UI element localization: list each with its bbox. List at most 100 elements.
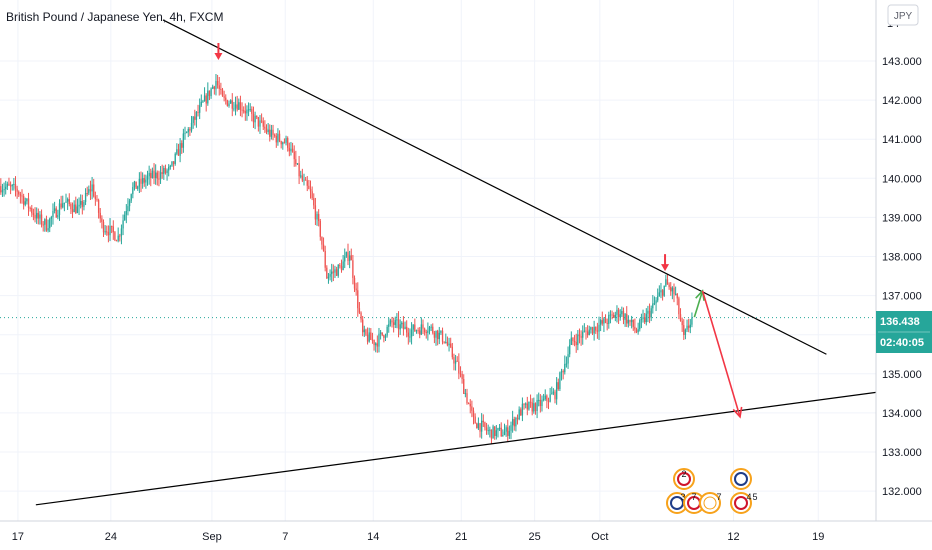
candlestick-series[interactable]	[0, 73, 693, 445]
candle-body	[507, 427, 509, 436]
candle-body	[19, 194, 22, 196]
candle-body	[202, 101, 204, 103]
candle-body	[203, 95, 206, 102]
candle-body	[419, 330, 421, 335]
event-icon-inner	[703, 496, 717, 510]
candle-body	[453, 357, 455, 364]
candle-body	[249, 109, 251, 111]
candle-body	[11, 185, 13, 187]
candle-body	[670, 287, 672, 292]
candle-body	[632, 319, 634, 327]
candle-body	[60, 203, 62, 208]
candle-body	[657, 296, 659, 301]
candle-body	[407, 332, 409, 337]
candle-body	[114, 232, 116, 241]
candle-body	[440, 330, 442, 333]
candle-body	[604, 318, 607, 323]
candle-body	[432, 326, 434, 333]
candle-body	[335, 269, 338, 276]
event-icon[interactable]: 4 5	[730, 492, 758, 514]
candle-body	[417, 330, 419, 332]
event-icon[interactable]	[730, 468, 752, 490]
price-axis-panel[interactable]	[876, 0, 932, 521]
grid-lines	[0, 0, 876, 521]
candle-body	[629, 319, 631, 323]
projection-down-arrow[interactable]	[701, 290, 741, 418]
candle-body	[109, 225, 111, 236]
candle-body	[365, 329, 367, 335]
candle-body	[616, 309, 618, 315]
candle-body	[137, 186, 139, 189]
candle-body	[80, 200, 82, 205]
candle-body	[511, 419, 514, 426]
candle-body	[529, 401, 532, 403]
candle-body	[262, 121, 264, 127]
candle-body	[650, 308, 652, 318]
candle-body	[62, 203, 64, 208]
candle-body	[366, 334, 369, 342]
candle-body	[318, 214, 320, 222]
support-trendline[interactable]	[35, 390, 884, 506]
candle-body	[502, 435, 504, 437]
candle-body	[370, 332, 372, 340]
candle-body	[53, 208, 56, 212]
event-icon[interactable]: 3	[666, 492, 688, 514]
candle-body	[115, 240, 118, 242]
candle-body	[285, 138, 287, 143]
candle-body	[319, 221, 321, 237]
candle-body	[199, 105, 201, 113]
candle-body	[345, 252, 348, 257]
symbol-title[interactable]: British Pound / Japanese Yen, 4h, FXCM	[6, 10, 223, 24]
candle-body	[189, 128, 191, 131]
candle-body	[463, 379, 465, 394]
resistance-trendline[interactable]	[162, 19, 827, 355]
currency-badge[interactable]: JPY	[887, 4, 919, 26]
candle-body	[425, 332, 427, 334]
candle-body	[290, 148, 292, 152]
candle-body	[210, 88, 212, 97]
time-axis-labels[interactable]: 17 24 Sep 7 14 21 25 Oct 12 19	[12, 531, 825, 543]
candle-body	[609, 314, 612, 316]
candle-body	[120, 228, 123, 236]
candle-body	[599, 320, 602, 325]
time-tick-label: 7	[282, 531, 288, 543]
trend-drawings[interactable]	[35, 19, 884, 506]
candle-body	[428, 327, 431, 331]
candle-body	[132, 187, 134, 195]
candle-body	[76, 206, 79, 213]
candle-body	[634, 326, 636, 330]
candle-body	[376, 343, 379, 347]
candle-body	[503, 431, 506, 436]
candle-body	[642, 317, 644, 319]
candle-body	[78, 204, 80, 207]
candle-body	[360, 312, 362, 320]
time-tick-label: Sep	[202, 531, 222, 543]
candle-body	[252, 113, 255, 123]
candle-body	[9, 185, 12, 187]
last-price-badge-bg	[876, 311, 932, 353]
candle-body	[573, 341, 576, 343]
candle-body	[135, 181, 137, 189]
candle-body	[484, 422, 486, 428]
candle-body	[130, 194, 132, 201]
candle-body	[626, 313, 628, 324]
candle-body	[171, 161, 173, 166]
candle-body	[68, 199, 70, 205]
event-count: 7	[691, 492, 696, 502]
event-count: 5	[752, 492, 757, 502]
price-tick-label: 137.000	[882, 291, 922, 303]
price-tick-label: 135.000	[882, 369, 922, 381]
candle-body	[158, 178, 160, 180]
event-icon[interactable]: 7	[699, 492, 722, 514]
projection-up-arrow[interactable]	[693, 290, 704, 318]
candle-body	[1, 190, 4, 193]
candle-body	[660, 290, 662, 293]
candle-body	[591, 327, 594, 334]
candle-body	[264, 126, 266, 129]
time-tick-label: 25	[529, 531, 541, 543]
economic-events[interactable]: 2 3 7 7 4 5	[666, 468, 758, 514]
price-tick-label: 139.000	[882, 212, 922, 224]
event-icon[interactable]: 2	[673, 468, 695, 490]
candle-body	[427, 330, 429, 333]
